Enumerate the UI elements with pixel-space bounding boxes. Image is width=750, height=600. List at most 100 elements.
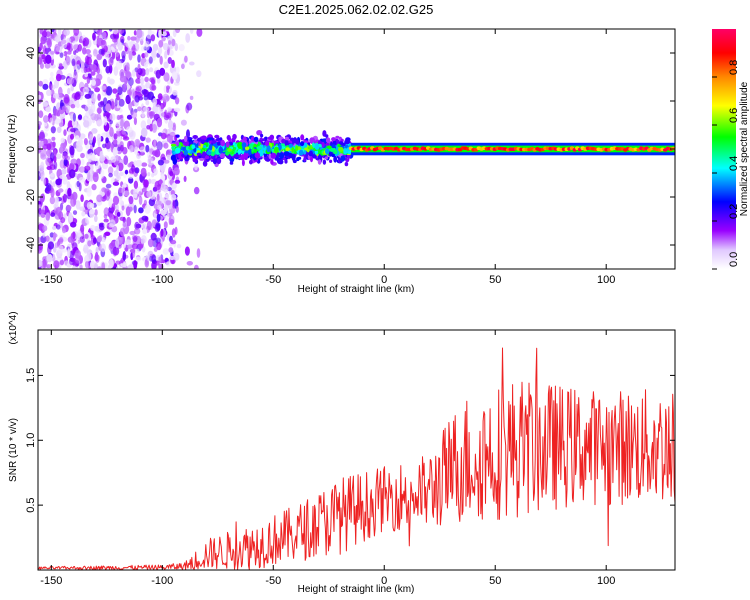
noise-cell <box>125 94 131 105</box>
noise-cell <box>73 70 78 81</box>
noise-cell <box>58 63 63 68</box>
noise-cell <box>124 79 128 89</box>
signal-cell <box>325 134 329 138</box>
noise-cell <box>54 118 61 125</box>
x-tick-label: 50 <box>489 274 501 286</box>
signal-cell <box>314 149 319 155</box>
noise-cell <box>100 191 106 197</box>
signal-cell <box>196 152 202 156</box>
signal-cell <box>209 143 213 151</box>
colorbar-title: Normalized spectral amplitude <box>739 81 750 216</box>
noise-cell <box>63 129 67 137</box>
signal-cell <box>340 142 346 146</box>
signal-cell <box>326 145 332 149</box>
signal-cell <box>175 147 181 154</box>
noise-cell <box>89 208 95 215</box>
noise-cell <box>39 42 43 51</box>
noise-cell <box>139 146 146 153</box>
noise-cell <box>125 40 132 48</box>
noise-cell <box>62 228 67 234</box>
signal-cell <box>325 142 331 146</box>
signal-cell <box>298 149 304 156</box>
signal-cell <box>217 141 222 146</box>
noise-cell <box>99 155 106 162</box>
noise-cell <box>126 114 133 120</box>
noise-cell <box>117 162 124 172</box>
noise-cell <box>92 32 96 41</box>
noise-cell <box>160 174 166 181</box>
noise-cell <box>40 260 47 269</box>
noise-cell <box>67 76 75 85</box>
noise-cell <box>38 145 42 154</box>
signal-cell <box>344 162 349 167</box>
x-tick-label: -150 <box>40 575 62 587</box>
noise-cell <box>128 195 134 205</box>
noise-cell <box>116 171 120 179</box>
noise-cell <box>113 34 119 40</box>
noise-cell <box>189 29 194 34</box>
noise-cell <box>147 238 154 248</box>
noise-cell <box>59 259 65 266</box>
noise-cell <box>170 190 176 196</box>
noise-cell <box>96 119 103 127</box>
noise-cell <box>145 137 151 143</box>
signal-cell <box>245 146 250 151</box>
noise-cell <box>164 50 168 60</box>
noise-cell <box>103 115 108 126</box>
noise-cell <box>79 236 85 243</box>
noise-cell <box>131 111 138 119</box>
noise-cell <box>94 147 101 154</box>
noise-cell <box>62 152 68 161</box>
y-tick-label: 1.5 <box>25 368 37 383</box>
signal-cell <box>249 143 254 148</box>
noise-cell <box>178 44 185 52</box>
x-tick-label: -100 <box>151 575 173 587</box>
signal-cell <box>197 137 202 142</box>
noise-cell <box>50 50 55 55</box>
noise-cell <box>44 123 50 132</box>
noise-cell <box>52 225 57 230</box>
noise-cell <box>184 246 190 256</box>
noise-cell <box>156 193 160 202</box>
noise-cell <box>109 113 116 121</box>
signal-cell <box>214 134 220 139</box>
noise-cell <box>66 42 71 51</box>
noise-cell <box>38 165 45 173</box>
signal-cell <box>303 140 309 144</box>
noise-cell <box>101 39 107 50</box>
noise-cell <box>76 180 80 188</box>
noise-cell <box>171 59 175 69</box>
noise-cell <box>111 48 116 53</box>
signal-cell <box>270 159 274 165</box>
noise-cell <box>170 239 177 245</box>
colorbar-tick-label: 0.0 <box>728 252 740 267</box>
noise-cell <box>38 80 43 87</box>
signal-cell <box>262 138 266 142</box>
noise-cell <box>133 180 139 189</box>
noise-cell <box>174 179 181 184</box>
noise-cell <box>82 86 90 94</box>
noise-cell <box>79 206 86 211</box>
noise-cell <box>84 72 88 78</box>
noise-cell <box>157 93 163 100</box>
noise-cell <box>109 242 114 249</box>
noise-cell <box>75 254 80 264</box>
noise-cell <box>140 77 144 86</box>
noise-cell <box>40 235 47 244</box>
noise-cell <box>79 264 83 269</box>
noise-cell <box>95 162 102 169</box>
signal-cell <box>333 155 338 163</box>
noise-cell <box>140 127 148 138</box>
signal-cell <box>241 159 245 167</box>
noise-cell <box>94 87 100 93</box>
noise-cell <box>49 172 55 178</box>
noise-cell <box>115 238 120 249</box>
noise-cell <box>165 95 170 101</box>
noise-cell <box>163 205 168 213</box>
noise-cell <box>75 200 81 210</box>
signal-cell <box>240 154 246 161</box>
signal-cell <box>211 140 217 144</box>
noise-cell <box>119 227 126 237</box>
signal-cell <box>170 143 177 147</box>
noise-cell <box>135 78 142 84</box>
